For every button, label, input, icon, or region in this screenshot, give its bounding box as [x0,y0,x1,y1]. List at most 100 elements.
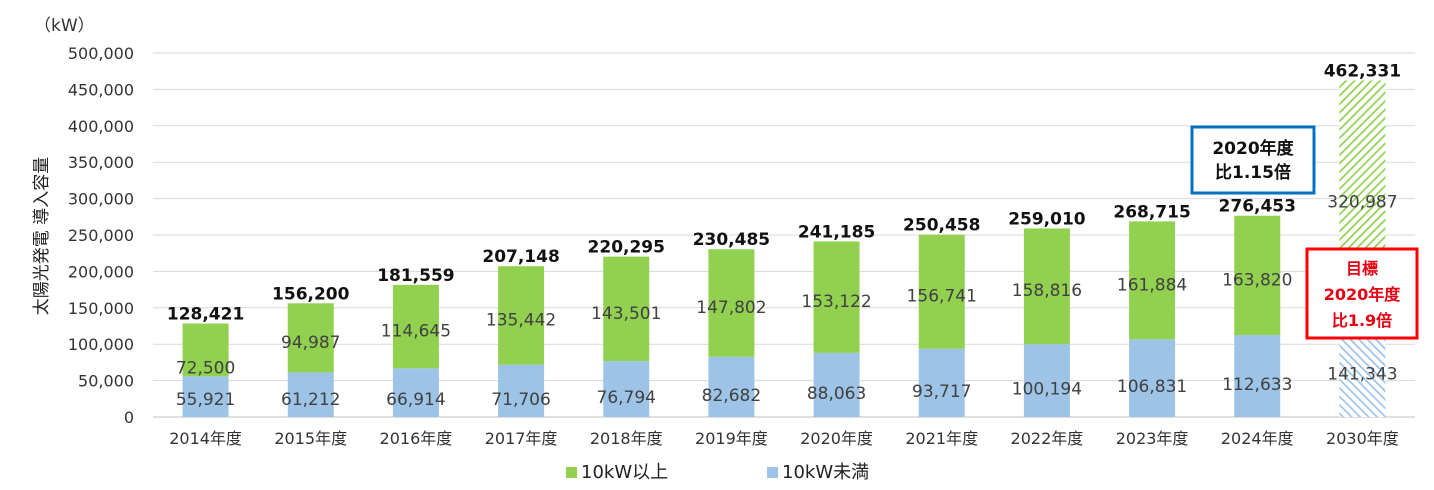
y-tick-label: 0 [124,408,134,427]
data-label-10kw-under: 100,194 [1012,380,1082,400]
y-tick-label: 100,000 [68,335,134,354]
target-callout-red-border [1305,247,1419,340]
x-tick-label: 2015年度 [274,429,347,448]
y-tick-label: 300,000 [68,190,134,209]
target-callout-red-line1: 目標 [1346,259,1378,278]
gridlines [153,52,1415,418]
bar-10kw-under [392,368,439,417]
bar-10kw-under [603,361,650,417]
bar-group: 106,831 161,884 268,715 [1113,202,1191,417]
data-label-10kw-under: 55,921 [176,390,235,410]
x-tick-labels: 2014年度 2015年度 2016年度 2017年度 2018年度 2019年度 2020… [169,429,1399,448]
target-callout-red: 目標 2020年度 比1.9倍 [1305,247,1419,340]
y-axis-title: 太陽光発電 導入容量 [32,157,52,315]
bar-10kw-under [182,376,229,417]
x-tick-label: 2019年度 [695,429,768,448]
x-tick-label: 2022年度 [1011,429,1084,448]
bar-group: 82,682 147,802 230,485 [693,230,770,417]
data-label-total: 462,331 [1324,61,1401,81]
target-callout-red-line3: 比1.9倍 [1332,311,1392,330]
bar-10kw-over [1234,215,1281,336]
data-label-10kw-under: 61,212 [281,390,340,410]
data-label-10kw-over: 163,820 [1222,270,1292,290]
data-label-10kw-under: 112,633 [1222,375,1292,395]
y-unit-label: （kW） [34,16,95,36]
y-tick-label: 350,000 [68,153,134,172]
bar-10kw-under [498,364,545,417]
data-label-10kw-over: 143,501 [591,304,661,324]
legend-swatch-10kw-under [767,467,778,478]
data-label-total: 181,559 [377,266,454,286]
bars: 55,921 72,500 128,421 61,212 94,987 156,200 66… [167,61,1401,417]
data-label-10kw-under: 66,914 [386,390,445,410]
bar-10kw-under [287,372,334,417]
x-tick-label: 2014年度 [169,429,242,448]
data-label-total: 250,458 [903,216,980,236]
data-label-total: 230,485 [693,230,770,250]
bar-10kw-over [392,284,439,369]
x-tick-label: 2023年度 [1116,429,1189,448]
data-label-10kw-over: 158,816 [1012,281,1082,301]
legend: 10kW以上 10kW未満 [566,462,869,483]
data-label-10kw-over: 147,802 [696,298,766,318]
bar-10kw-over [918,234,965,349]
data-label-total: 207,148 [482,247,559,267]
data-label-total: 220,295 [588,238,665,258]
bar-group: 100,194 158,816 259,010 [1008,209,1086,417]
x-tick-label: 2021年度 [905,429,978,448]
data-label-10kw-over: 161,884 [1117,275,1187,295]
bar-group: 76,794 143,501 220,295 [588,238,665,417]
data-label-10kw-over: 94,987 [281,333,340,353]
x-tick-label: 2018年度 [590,429,663,448]
data-label-10kw-under: 88,063 [807,384,866,404]
bar-10kw-over [182,323,229,377]
bar-group: 61,212 94,987 156,200 [272,284,350,417]
bar-10kw-under [1129,339,1176,417]
x-tick-label: 2020年度 [800,429,873,448]
bar-group: 55,921 72,500 128,421 [167,305,244,417]
legend-label-10kw-over: 10kW以上 [581,462,668,483]
data-label-total: 241,185 [798,222,875,242]
bar-10kw-over [603,256,650,362]
data-label-10kw-over: 156,741 [907,287,977,307]
x-tick-label: 2024年度 [1221,429,1294,448]
ratio-callout-blue: 2020年度 比1.15倍 [1190,125,1316,195]
ratio-callout-blue-border [1190,125,1316,195]
bar-10kw-over [708,249,755,357]
bar-group: 71,706 135,442 207,148 [482,247,560,417]
y-tick-label: 200,000 [68,262,134,281]
data-label-10kw-under: 71,706 [491,390,550,410]
target-callout-red-line2: 2020年度 [1324,285,1402,304]
y-tick-label: 50,000 [78,372,134,391]
bar-10kw-under [1234,335,1281,417]
bar-10kw-under [813,352,860,417]
data-label-total: 259,010 [1008,209,1086,229]
data-label-10kw-over: 153,122 [801,292,871,312]
x-tick-label: 2017年度 [485,429,558,448]
x-tick-label: 2030年度 [1326,429,1399,448]
data-label-10kw-over: 320,987 [1327,192,1397,212]
data-label-10kw-over: 72,500 [176,358,235,378]
bar-10kw-over [813,241,860,353]
data-label-total: 156,200 [272,284,350,304]
bar-group: 141,343 320,987 462,331 [1324,61,1401,417]
bar-10kw-under [708,356,755,417]
bar-group: 93,717 156,741 250,458 [903,216,980,417]
bar-10kw-under [918,348,965,417]
bar-group: 66,914 114,645 181,559 [377,266,455,417]
data-label-10kw-under: 76,794 [597,388,656,408]
y-tick-label: 150,000 [68,299,134,318]
ratio-callout-blue-line1: 2020年度 [1212,138,1294,159]
y-tick-label: 450,000 [68,80,134,99]
data-label-10kw-over: 135,442 [486,310,556,330]
bar-10kw-over [498,266,545,365]
y-tick-label: 250,000 [68,226,134,245]
legend-label-10kw-under: 10kW未満 [782,462,869,483]
data-label-10kw-under: 141,343 [1327,365,1397,385]
bar-10kw-over [1129,221,1176,340]
y-tick-label: 400,000 [68,117,134,136]
data-label-10kw-under: 82,682 [702,386,761,406]
bar-group: 88,063 153,122 241,185 [798,222,875,417]
ratio-callout-blue-line2: 比1.15倍 [1215,162,1291,183]
bar-10kw-over [1023,228,1070,345]
